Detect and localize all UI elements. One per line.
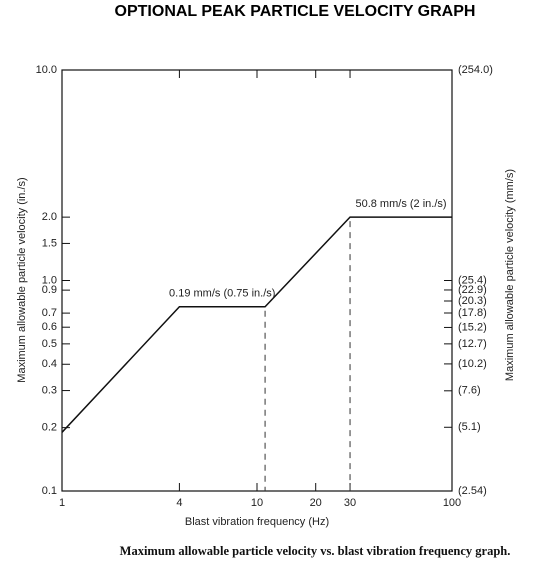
y-tick-label: 0.1 [42,485,57,497]
annotation: 0.19 mm/s (0.75 in./s) [169,288,275,300]
y2-tick-label: (7.6) [458,385,481,397]
y-tick-label: 0.2 [42,422,57,434]
y-tick-label: 2.0 [42,211,57,223]
x-tick-label: 4 [176,497,182,509]
y-tick-label: 0.7 [42,307,57,319]
y-tick-label: 0.3 [42,384,57,396]
y-tick-label: 1.5 [42,237,57,249]
y2-tick-label: (15.2) [458,321,487,333]
annotation: 50.8 mm/s (2 in./s) [355,198,446,210]
plot-frame [61,69,453,492]
y2-tick-label: (12.7) [458,338,487,350]
y-tick-label: 10.0 [36,64,57,76]
y2-tick-label: (10.2) [458,358,487,370]
y2-axis-label: Maximum allowable particle velocity (mm/… [504,169,516,381]
y2-tick-label: (2.54) [458,485,487,497]
x-tick-label: 10 [251,497,263,509]
x-axis-label: Blast vibration frequency (Hz) [185,516,329,528]
chart-title: OPTIONAL PEAK PARTICLE VELOCITY GRAPH [115,3,476,20]
y2-tick-label: (22.9) [458,284,487,296]
y-tick-label: 0.4 [42,358,57,370]
y-tick-label: 0.6 [42,321,57,333]
y2-tick-label: (254.0) [458,64,493,76]
x-tick-label: 1 [59,497,65,509]
data-line [61,216,452,433]
x-tick-label: 30 [344,497,356,509]
caption: Maximum allowable particle velocity vs. … [120,544,511,558]
y-tick-label: 1.0 [42,274,57,286]
y-tick-label: 0.9 [42,284,57,296]
y2-tick-label: (25.4) [458,274,487,286]
x-tick-label: 100 [443,497,461,509]
y-tick-label: 0.5 [42,338,57,350]
x-tick-label: 20 [310,497,322,509]
y2-tick-label: (5.1) [458,421,481,433]
y-axis-label: Maximum allowable particle velocity (in.… [16,177,28,382]
y2-tick-label: (17.8) [458,307,487,319]
y2-tick-label: (20.3) [458,295,487,307]
